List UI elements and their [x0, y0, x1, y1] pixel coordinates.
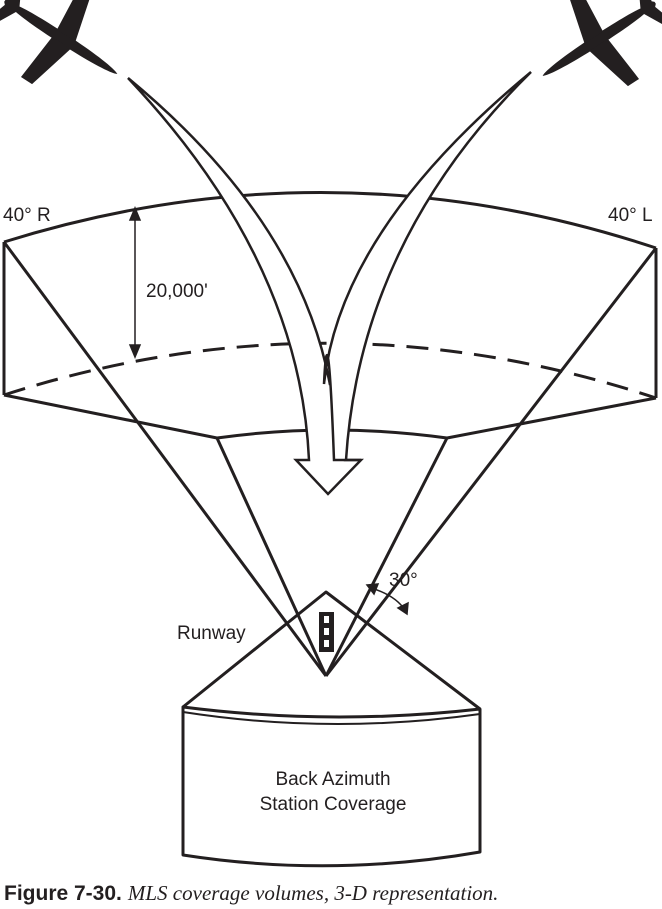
runway-diamond: [182, 590, 481, 711]
back-azimuth-label-line1: Back Azimuth: [275, 769, 390, 790]
caption-label: Figure 7-30.: [4, 882, 122, 905]
approach-arrows: [127, 71, 532, 496]
coverage-top-arc: [3, 191, 657, 250]
elevation-angle-arc: [365, 583, 409, 616]
runway-strip: [319, 612, 334, 652]
mls-coverage-diagram: 40° R 40° L 20,000' 30° Runway Back Azim…: [0, 0, 662, 868]
left-inner-converge-line: [215, 437, 328, 677]
right-inner-converge-line: [324, 437, 449, 677]
airplane-icon: [542, 0, 662, 87]
right-approach-arrow: [322, 71, 532, 462]
left-top-converge-line: [2, 241, 328, 677]
right-angle-label: 40° L: [608, 205, 653, 226]
back-azimuth-box-top: [182, 711, 481, 725]
back-azimuth-label-line2: Station Coverage: [260, 794, 407, 815]
right-lower-edge: [446, 396, 657, 440]
left-angle-label: 40° R: [3, 205, 51, 226]
altitude-label: 20,000': [146, 281, 208, 302]
back-azimuth-box: [181, 705, 482, 868]
left-lower-edge: [3, 393, 218, 440]
figure-caption: Figure 7-30. MLS coverage volumes, 3-D re…: [4, 880, 660, 906]
right-top-converge-line: [324, 247, 658, 677]
airplane-icon: [0, 0, 118, 85]
elevation-angle-label: 30°: [389, 570, 418, 591]
caption-text: MLS coverage volumes, 3-D representation…: [127, 881, 499, 905]
altitude-dimension: [128, 206, 142, 359]
runway-label: Runway: [177, 623, 246, 644]
